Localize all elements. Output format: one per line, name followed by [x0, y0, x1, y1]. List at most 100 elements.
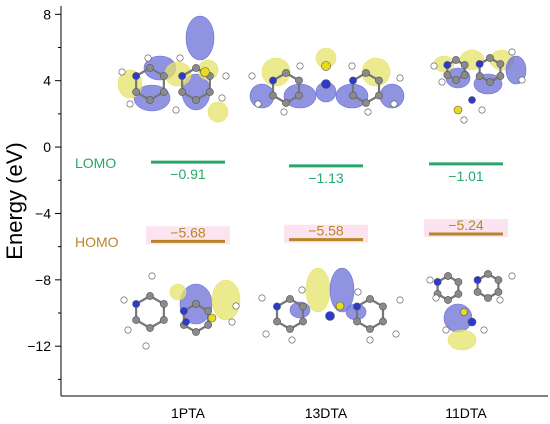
- atom: [379, 317, 387, 326]
- orbital-11dta-homo: [426, 270, 516, 351]
- atom: [468, 96, 476, 104]
- atom: [518, 76, 526, 84]
- atom: [473, 288, 482, 296]
- atom: [286, 325, 294, 333]
- lomo-value-label: −1.01: [448, 168, 484, 184]
- y-tick-label: 0: [43, 139, 51, 155]
- atom: [176, 54, 184, 62]
- atom: [192, 64, 200, 72]
- atom: [280, 108, 288, 116]
- lomo-value-label: −0.91: [170, 166, 206, 182]
- y-tick-label: −4: [35, 205, 51, 221]
- orbital-lobe: [261, 57, 291, 87]
- atom: [178, 88, 187, 96]
- atom: [228, 318, 236, 326]
- atom: [298, 286, 306, 294]
- atom: [496, 296, 504, 304]
- y-tick-label: 4: [43, 73, 51, 89]
- homo-value-label: −5.24: [448, 217, 484, 233]
- atom: [295, 76, 303, 85]
- orbital-13dta-lomo: [248, 47, 405, 116]
- atom: [321, 61, 331, 71]
- atom: [460, 71, 469, 79]
- atom: [460, 116, 468, 124]
- atom: [508, 272, 516, 280]
- orbital-lobe: [305, 267, 331, 313]
- atom: [205, 88, 214, 96]
- atom: [282, 69, 290, 77]
- orbital-lobe: [361, 57, 391, 87]
- atom: [207, 313, 217, 323]
- atom: [273, 317, 281, 326]
- lomo-value-label: −1.13: [308, 170, 344, 186]
- atom: [118, 68, 126, 76]
- atom: [282, 99, 290, 107]
- atom: [364, 108, 372, 116]
- atom: [494, 288, 503, 296]
- atom: [124, 326, 132, 334]
- atom: [366, 295, 374, 303]
- atom: [478, 106, 486, 114]
- atom: [354, 288, 362, 296]
- atom: [248, 72, 256, 80]
- energy-levels: −0.91 −5.68 −1.13 −5.58 −1.01 −5.24: [146, 160, 508, 245]
- atom: [132, 88, 141, 96]
- atom: [159, 72, 168, 80]
- atom: [348, 62, 356, 70]
- atom: [132, 72, 141, 80]
- atom: [222, 72, 230, 80]
- y-tick-label: −8: [35, 272, 51, 288]
- atom: [396, 296, 404, 304]
- atom: [460, 308, 468, 316]
- orbital-images: [117, 15, 527, 351]
- lomo-label: LOMO: [75, 155, 116, 171]
- atom: [430, 62, 438, 70]
- atom: [453, 105, 463, 115]
- atom: [142, 342, 150, 350]
- atom: [438, 78, 446, 86]
- atom: [486, 78, 494, 86]
- atom: [362, 69, 370, 77]
- orbital-1pta-homo: [120, 272, 241, 350]
- atom: [375, 91, 383, 100]
- atom: [204, 321, 213, 329]
- atom: [442, 326, 450, 334]
- atom: [484, 270, 492, 278]
- atom: [179, 307, 188, 315]
- atom: [335, 301, 345, 311]
- atom: [496, 60, 505, 68]
- atom: [269, 91, 277, 100]
- atom: [159, 300, 168, 308]
- atom: [120, 296, 128, 304]
- atom: [473, 276, 482, 284]
- atom: [325, 311, 335, 321]
- atom: [349, 91, 357, 100]
- atom: [444, 296, 452, 304]
- atom: [452, 76, 460, 84]
- atom: [444, 272, 452, 280]
- orbital-lobe: [169, 283, 187, 301]
- atom: [366, 336, 374, 344]
- atom: [467, 317, 477, 327]
- atom: [232, 302, 240, 310]
- atom: [475, 60, 484, 68]
- y-tick-label: −12: [27, 338, 51, 354]
- atom: [296, 62, 304, 70]
- category-label-1pta: 1PTA: [171, 405, 206, 421]
- atom: [146, 324, 154, 332]
- atom: [126, 100, 134, 108]
- atom: [254, 100, 262, 108]
- atom: [159, 316, 168, 324]
- atom: [390, 100, 398, 108]
- atom: [172, 106, 180, 114]
- atom: [286, 295, 294, 303]
- orbital-13dta-homo: [258, 267, 404, 344]
- orbital-lobe: [185, 15, 215, 61]
- atom: [288, 336, 296, 344]
- atom: [269, 76, 277, 85]
- atom: [182, 318, 190, 326]
- atom: [454, 290, 463, 298]
- orbital-lobe: [329, 267, 355, 313]
- atom: [146, 292, 154, 300]
